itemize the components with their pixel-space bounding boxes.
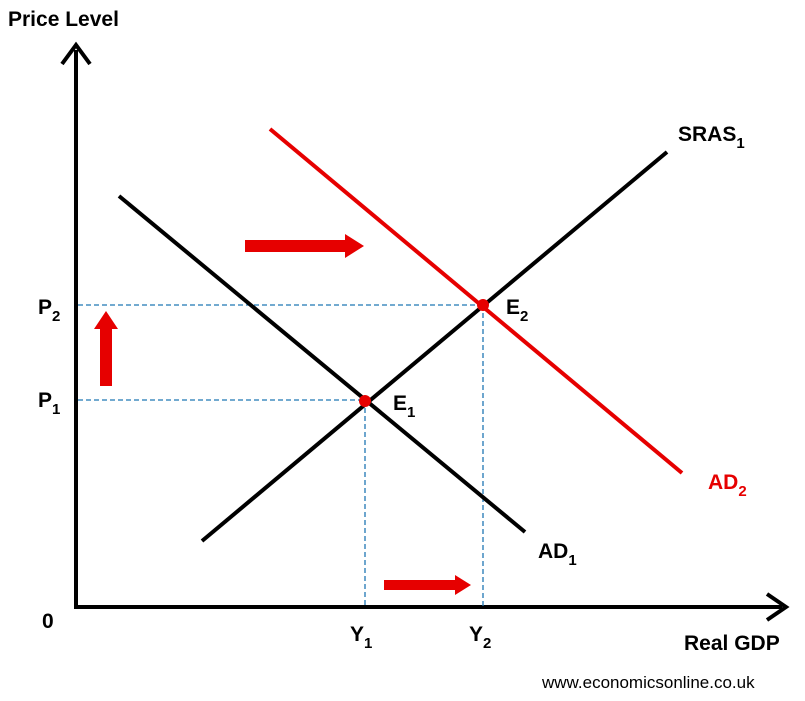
source-url: www.economicsonline.co.uk xyxy=(541,673,755,692)
e1-point xyxy=(359,395,371,407)
output-increase-arrow xyxy=(384,575,471,595)
ad2-curve xyxy=(268,127,684,475)
e2-label: E2 xyxy=(506,296,528,325)
shift-arrows xyxy=(94,234,471,595)
sras1-label: SRAS1 xyxy=(678,123,745,152)
x-axis-label: Real GDP xyxy=(684,632,780,655)
price-increase-arrow xyxy=(94,311,118,386)
e2-point xyxy=(477,299,489,311)
y1-label: Y1 xyxy=(350,623,372,652)
guide-lines xyxy=(78,304,484,606)
origin-label: 0 xyxy=(42,610,54,633)
e1-label: E1 xyxy=(393,392,415,421)
ad-shift-arrow xyxy=(245,234,364,258)
x-axis-arrowhead xyxy=(765,592,790,622)
p1-label: P1 xyxy=(38,389,60,418)
p2-label: P2 xyxy=(38,296,60,325)
axes xyxy=(60,41,790,622)
ad1-label: AD1 xyxy=(538,540,577,569)
sras1-curve xyxy=(200,150,669,543)
y-axis-label: Price Level xyxy=(8,8,119,31)
y2-label: Y2 xyxy=(469,623,491,652)
y-axis-arrowhead xyxy=(60,41,92,66)
ad2-label: AD2 xyxy=(708,471,747,500)
ad1-curve xyxy=(117,194,527,534)
